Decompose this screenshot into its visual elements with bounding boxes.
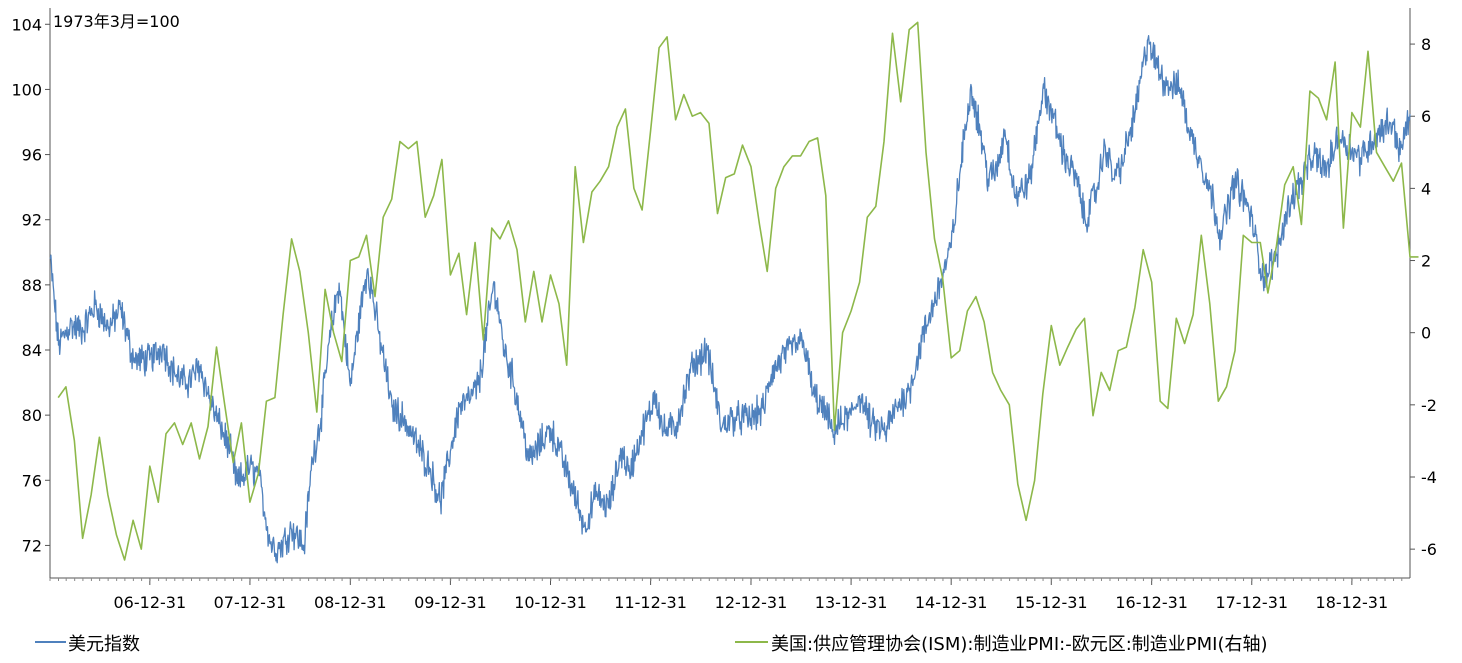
y-right-tick-label: 8 bbox=[1421, 35, 1431, 54]
x-tick-label: 18-12-31 bbox=[1316, 593, 1389, 612]
y-left-tick-label: 84 bbox=[22, 341, 42, 360]
x-tick-label: 08-12-31 bbox=[314, 593, 387, 612]
y-right-tick-label: 6 bbox=[1421, 107, 1431, 126]
x-tick-label: 15-12-31 bbox=[1015, 593, 1088, 612]
x-tick-label: 06-12-31 bbox=[114, 593, 187, 612]
x-tick-label: 13-12-31 bbox=[815, 593, 888, 612]
series-line-usd-index bbox=[49, 35, 1411, 564]
x-tick-label: 12-12-31 bbox=[715, 593, 788, 612]
y-right-tick-label: -6 bbox=[1421, 540, 1437, 559]
y-right-tick-label: 2 bbox=[1421, 252, 1431, 271]
y-left-tick-label: 92 bbox=[22, 211, 42, 230]
y-right-tick-label: 0 bbox=[1421, 324, 1431, 343]
x-tick-label: 09-12-31 bbox=[414, 593, 487, 612]
x-tick-label: 10-12-31 bbox=[514, 593, 587, 612]
axes: 72 76 80 84 88 92 96 100 104 -6 -4 -2 0 2 4 6 8 06-12-31 0… bbox=[11, 8, 1437, 612]
y-right-tick-label: -4 bbox=[1421, 468, 1437, 487]
series-layer bbox=[49, 21, 1419, 564]
legend: 美元指数 美国:供应管理协会(ISM):制造业PMI:-欧元区:制造业PMI(右… bbox=[35, 634, 1268, 655]
legend-label-usd-index: 美元指数 bbox=[68, 634, 140, 655]
x-tick-label: 07-12-31 bbox=[214, 593, 287, 612]
y-left-tick-label: 104 bbox=[11, 15, 42, 34]
y-left-tick-label: 100 bbox=[11, 80, 42, 99]
series-line-pmi-diff bbox=[57, 21, 1419, 561]
unit-label: 1973年3月=100 bbox=[53, 12, 180, 31]
y-left-tick-label: 80 bbox=[22, 406, 42, 425]
x-tick-label: 14-12-31 bbox=[915, 593, 988, 612]
x-tick-label: 16-12-31 bbox=[1115, 593, 1188, 612]
legend-label-pmi-diff: 美国:供应管理协会(ISM):制造业PMI:-欧元区:制造业PMI(右轴) bbox=[771, 634, 1268, 655]
y-left-tick-label: 72 bbox=[22, 536, 42, 555]
y-right-tick-label: -2 bbox=[1421, 396, 1437, 415]
y-left-tick-label: 88 bbox=[22, 276, 42, 295]
y-left-tick-label: 76 bbox=[22, 471, 42, 490]
x-tick-label: 11-12-31 bbox=[614, 593, 687, 612]
y-right-tick-label: 4 bbox=[1421, 179, 1431, 198]
y-left-tick-label: 96 bbox=[22, 146, 42, 165]
x-tick-label: 17-12-31 bbox=[1215, 593, 1288, 612]
